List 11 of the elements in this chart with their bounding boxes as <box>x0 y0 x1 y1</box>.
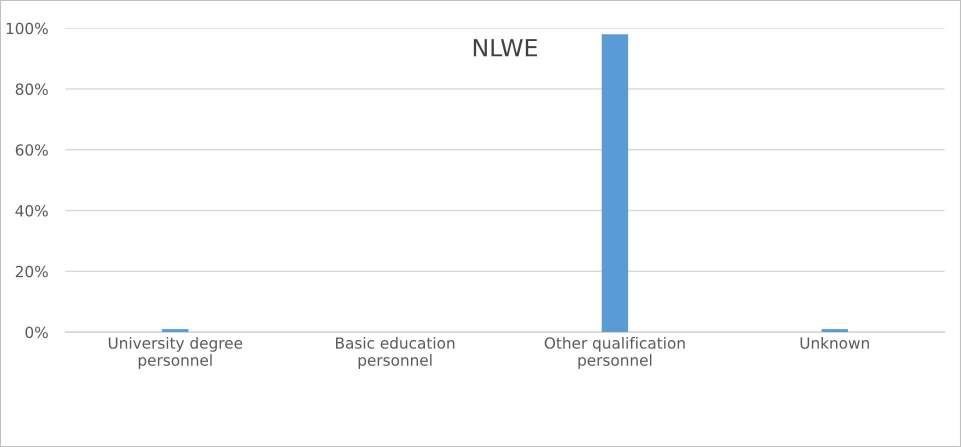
x-tick-label: Unknown <box>800 336 869 349</box>
x-tick-label: University degree personnel <box>108 336 242 369</box>
x-tick-label: Basic education personnel <box>336 336 454 369</box>
y-tick-label: 60% <box>16 144 48 156</box>
chart-title: NLWE <box>474 39 537 56</box>
y-tick-label: 100% <box>6 22 48 34</box>
y-tick-label: 20% <box>16 266 48 278</box>
y-tick-label: 0% <box>25 326 48 338</box>
y-tick-label: 40% <box>15 205 48 217</box>
y-tick-label: 80% <box>16 83 48 95</box>
x-tick-label: Other qualification personnel <box>544 336 685 369</box>
